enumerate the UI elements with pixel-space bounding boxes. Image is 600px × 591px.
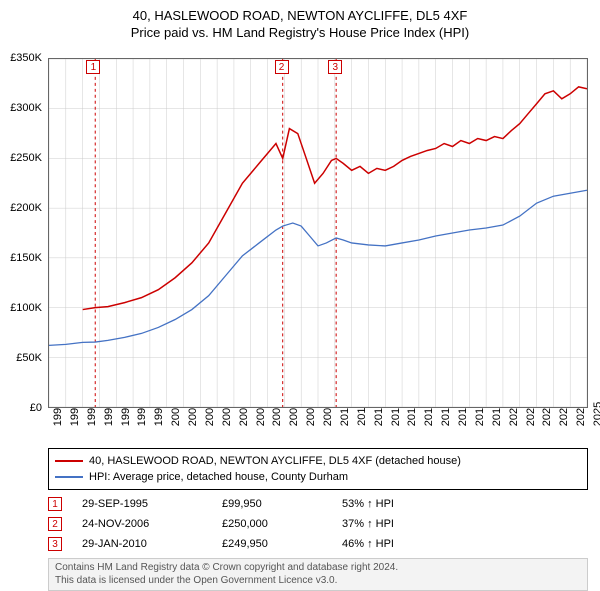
- title-sub: Price paid vs. HM Land Registry's House …: [0, 25, 600, 40]
- transactions-table: 1 29-SEP-1995 £99,950 53% ↑ HPI 2 24-NOV…: [48, 494, 588, 554]
- tx-date-0: 29-SEP-1995: [82, 498, 222, 510]
- y-tick-label: £250K: [2, 152, 42, 164]
- footer-line-2: This data is licensed under the Open Gov…: [55, 575, 581, 588]
- title-block: 40, HASLEWOOD ROAD, NEWTON AYCLIFFE, DL5…: [0, 0, 600, 40]
- footer-line-1: Contains HM Land Registry data © Crown c…: [55, 562, 581, 575]
- legend-row-1: HPI: Average price, detached house, Coun…: [55, 469, 581, 485]
- y-tick-label: £300K: [2, 102, 42, 114]
- y-tick-label: £200K: [2, 202, 42, 214]
- title-main: 40, HASLEWOOD ROAD, NEWTON AYCLIFFE, DL5…: [0, 8, 600, 23]
- tx-hpi-0: 53% ↑ HPI: [342, 498, 462, 510]
- legend-swatch-0: [55, 460, 83, 462]
- tx-marker-1: 2: [48, 517, 62, 531]
- y-tick-label: £50K: [2, 352, 42, 364]
- plot-svg: [48, 58, 588, 408]
- tx-hpi-2: 46% ↑ HPI: [342, 538, 462, 550]
- tx-price-2: £249,950: [222, 538, 342, 550]
- tx-price-0: £99,950: [222, 498, 342, 510]
- y-tick-label: £100K: [2, 302, 42, 314]
- tx-marker-0: 1: [48, 497, 62, 511]
- legend: 40, HASLEWOOD ROAD, NEWTON AYCLIFFE, DL5…: [48, 448, 588, 490]
- tx-date-2: 29-JAN-2010: [82, 538, 222, 550]
- chart-area: £0£50K£100K£150K£200K£250K£300K£350K 199…: [48, 58, 588, 408]
- footer: Contains HM Land Registry data © Crown c…: [48, 558, 588, 591]
- chart-container: 40, HASLEWOOD ROAD, NEWTON AYCLIFFE, DL5…: [0, 0, 600, 590]
- chart-marker-3: 3: [328, 60, 342, 74]
- chart-marker-2: 2: [275, 60, 289, 74]
- y-tick-label: £150K: [2, 252, 42, 264]
- tx-marker-2: 3: [48, 537, 62, 551]
- tx-row-2: 3 29-JAN-2010 £249,950 46% ↑ HPI: [48, 534, 588, 554]
- tx-hpi-1: 37% ↑ HPI: [342, 518, 462, 530]
- chart-marker-1: 1: [86, 60, 100, 74]
- y-tick-label: £0: [2, 402, 42, 414]
- tx-row-1: 2 24-NOV-2006 £250,000 37% ↑ HPI: [48, 514, 588, 534]
- tx-row-0: 1 29-SEP-1995 £99,950 53% ↑ HPI: [48, 494, 588, 514]
- x-tick-label: 2025: [592, 402, 600, 426]
- tx-date-1: 24-NOV-2006: [82, 518, 222, 530]
- legend-label-0: 40, HASLEWOOD ROAD, NEWTON AYCLIFFE, DL5…: [89, 455, 461, 467]
- legend-row-0: 40, HASLEWOOD ROAD, NEWTON AYCLIFFE, DL5…: [55, 453, 581, 469]
- y-tick-label: £350K: [2, 52, 42, 64]
- legend-label-1: HPI: Average price, detached house, Coun…: [89, 471, 348, 483]
- legend-swatch-1: [55, 476, 83, 478]
- tx-price-1: £250,000: [222, 518, 342, 530]
